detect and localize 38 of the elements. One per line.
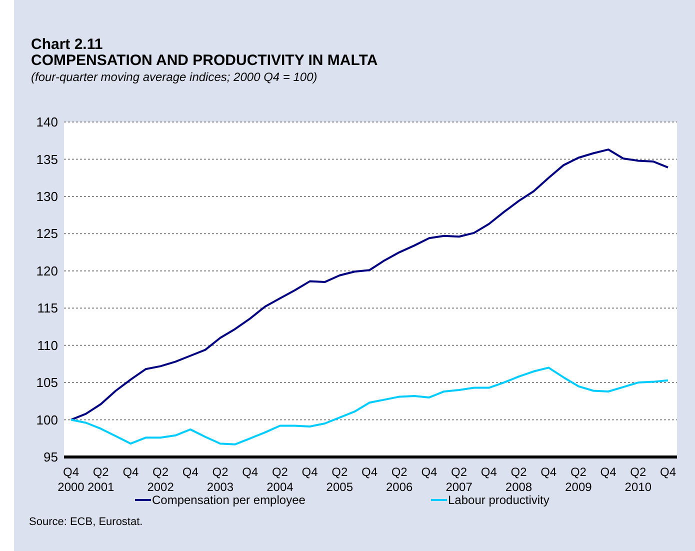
x-tick-label: Q2 2005: [326, 465, 354, 494]
y-tick-label: 140: [36, 114, 58, 130]
x-tick-label: Q2 2002: [147, 465, 174, 494]
y-tick-label: 105: [36, 375, 58, 390]
line-series: [70, 366, 669, 446]
x-tick-label: Q4: [480, 465, 498, 479]
x-tick-label: Q2 2009: [565, 465, 592, 494]
y-tick-label: 95: [44, 450, 58, 465]
y-tick-label: 135: [36, 152, 58, 167]
x-tick-label: Q4: [302, 465, 318, 479]
y-tick-label: 115: [37, 300, 58, 316]
x-tick-label: Q4: [242, 465, 258, 479]
y-tick-label: 125: [36, 226, 58, 242]
y-tick-label: 100: [36, 412, 58, 428]
x-tick-label: Q2 2003: [206, 465, 234, 494]
x-tick-label: Q4: [600, 465, 617, 479]
source-note: Source: ECB, Eurostat.: [29, 516, 143, 528]
x-tick-label: Q2 2001: [88, 465, 115, 494]
line-series: [70, 148, 669, 421]
chart-subtitle: (four-quarter moving average indices; 2000 Q4 = 100): [31, 70, 318, 84]
x-tick-label: Q4: [421, 465, 438, 479]
x-tick-label: Q4: [182, 465, 199, 479]
x-tick-label: Q4: [660, 465, 676, 479]
x-tick-label: Q2 2008: [505, 465, 532, 494]
y-tick-label: 130: [36, 188, 58, 204]
x-tick-label: Q2 2006: [386, 465, 414, 494]
legend-label: Labour productivity: [448, 493, 550, 508]
x-tick-label: Q2 2007: [446, 465, 473, 494]
y-tick-label: 120: [36, 263, 58, 278]
legend-label: Compensation per employee: [152, 493, 306, 508]
x-tick-label: Q4 2000: [58, 465, 85, 494]
x-tick-label: Q4: [361, 465, 378, 479]
y-tick-label: 110: [37, 338, 58, 353]
chart-title: Chart 2.11 COMPENSATION AND PRODUCTIVITY IN MALTA: [31, 36, 378, 69]
x-tick-label: Q4: [122, 465, 140, 479]
x-tick-label: Q4: [540, 465, 557, 479]
x-tick-label: Q2 2010: [624, 465, 652, 494]
x-tick-label: Q2 2004: [266, 465, 294, 494]
